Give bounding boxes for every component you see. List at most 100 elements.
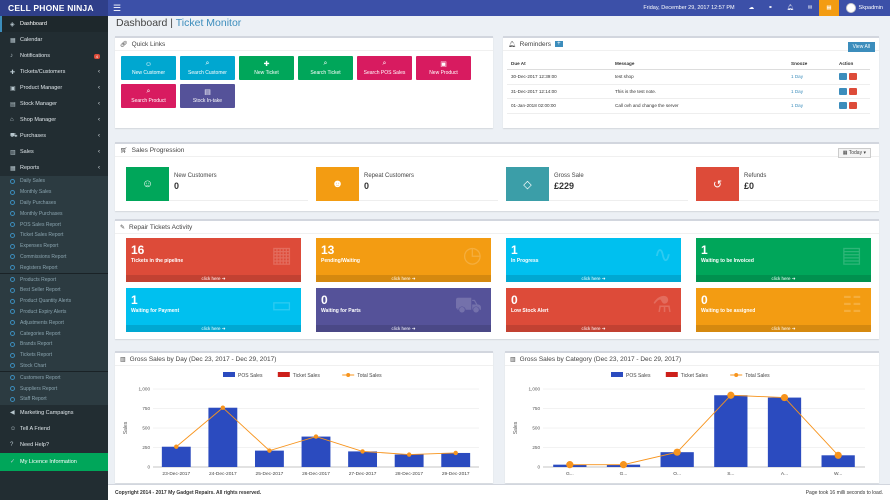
calendar-icon: ▦ xyxy=(10,37,16,44)
click-here-link[interactable]: click here ➜ xyxy=(316,275,491,282)
quick-link-new-product[interactable]: ▣ New Product xyxy=(416,56,471,80)
quick-link-new-customer[interactable]: ☺ New Customer xyxy=(121,56,176,80)
report-link-product-quantity-alerts[interactable]: Product Quantity Alerts xyxy=(0,295,108,307)
chat-icon[interactable]: ✉ xyxy=(807,5,813,11)
report-link-categories-report[interactable]: Categories Report xyxy=(0,328,108,339)
edit-icon[interactable] xyxy=(839,102,847,110)
ticket-tile-low-stock-alert[interactable]: 0 Low Stock Alert ⚗ click here ➜ xyxy=(506,288,681,332)
edit-icon[interactable] xyxy=(839,87,847,95)
quick-link-search-customer[interactable]: ⌕ Search Customer xyxy=(180,56,235,80)
bar-pos-sales xyxy=(348,451,378,467)
snooze-link[interactable]: 1 Day xyxy=(791,103,804,109)
footer: Copyright 2014 - 2017 My Gadget Repairs.… xyxy=(108,484,890,500)
report-link-customers-report[interactable]: Customers Report xyxy=(0,372,108,384)
sidebar-item-label: Dashboard xyxy=(20,21,47,27)
report-link-label: Categories Report xyxy=(20,330,61,337)
sidebar-item-purchases[interactable]: ⛟ Purchases ‹ xyxy=(0,128,108,144)
delete-icon[interactable] xyxy=(849,102,857,110)
sidebar-item-sales[interactable]: ▥ Sales ‹ xyxy=(0,144,108,160)
menu-toggle-icon[interactable]: ☰ xyxy=(112,2,122,13)
snooze-link[interactable]: 1 Day xyxy=(791,74,804,80)
delete-icon[interactable] xyxy=(849,87,857,95)
date-range-dropdown[interactable]: ▦ Today ▾ xyxy=(837,148,871,158)
user-menu[interactable]: Skpadmin xyxy=(839,0,890,16)
click-here-link[interactable]: click here ➜ xyxy=(506,325,681,332)
quick-link-search-product[interactable]: ⌕ Search Product xyxy=(121,84,176,108)
report-link-ticket-sales-report[interactable]: Ticket Sales Report xyxy=(0,229,108,241)
sidebar-item-notifications[interactable]: ♪ Notifications 4 xyxy=(0,48,108,64)
report-link-registers-report[interactable]: Registers Report xyxy=(0,262,108,274)
sidebar-item-label: Sales xyxy=(20,149,34,155)
arrow-circle-right-icon: ➜ xyxy=(410,276,416,281)
ticket-tile-waiting-to-be-invoiced[interactable]: 1 Waiting to be Invoiced ▤ click here ➜ xyxy=(696,238,871,282)
click-here-link[interactable]: click here ➜ xyxy=(696,325,871,332)
brand-logo[interactable]: CELL PHONE NINJA xyxy=(0,0,108,16)
report-link-daily-sales[interactable]: Daily Sales xyxy=(0,176,108,187)
report-link-expenses-report[interactable]: Expenses Report xyxy=(0,240,108,252)
sales-tile-new-customers: ☺ New Customers 0 xyxy=(126,167,308,201)
load-time-text: Page took 16 milli seconds to load. xyxy=(805,489,883,496)
click-here-link[interactable]: click here ➜ xyxy=(126,325,301,332)
report-link-monthly-sales[interactable]: Monthly Sales xyxy=(0,186,108,198)
report-link-staff-report[interactable]: Staff Report xyxy=(0,393,108,405)
ticket-tile-waiting-for-parts[interactable]: 0 Waiting for Parts ⛟ click here ➜ xyxy=(316,288,491,332)
edit-icon[interactable] xyxy=(839,73,847,81)
report-link-commissions-report[interactable]: Commissions Report xyxy=(0,251,108,263)
table-row: 31-Dec-2017 12:14:00 This is the test not… xyxy=(507,84,870,99)
quick-link-search-pos-sales[interactable]: ⌕ Search POS Sales xyxy=(357,56,412,80)
delete-icon[interactable] xyxy=(849,73,857,81)
sidebar-item-my-licence-information[interactable]: ✓ My Licence Information xyxy=(0,452,108,471)
report-link-tickets-report[interactable]: Tickets Report xyxy=(0,349,108,361)
sidebar-item-need-help-[interactable]: ? Need Help? xyxy=(0,437,108,453)
grid-icon[interactable]: ▦ xyxy=(819,0,839,16)
click-here-link[interactable]: click here ➜ xyxy=(506,275,681,282)
sidebar-item-dashboard[interactable]: ◈ Dashboard xyxy=(0,16,108,32)
sidebar-item-tell-a-friend[interactable]: ☺ Tell A Friend xyxy=(0,421,108,437)
ticket-tile-waiting-to-be-assigned[interactable]: 0 Waiting to be assigned ☷ click here ➜ xyxy=(696,288,871,332)
report-link-stock-chart[interactable]: Stock Chart xyxy=(0,360,108,372)
column-header: Due At xyxy=(507,58,611,70)
quick-link-new-ticket[interactable]: ✚ New Ticket xyxy=(239,56,294,80)
action-cell xyxy=(835,98,870,114)
ticket-count: 1 xyxy=(511,243,518,257)
report-link-label: Commissions Report xyxy=(20,253,67,260)
report-link-suppliers-report[interactable]: Suppliers Report xyxy=(0,383,108,394)
sidebar-item-stock-manager[interactable]: ▤ Stock Manager ‹ xyxy=(0,96,108,112)
snooze-link[interactable]: 1 Day xyxy=(791,88,804,94)
quick-link-stock-in-take[interactable]: ▤ Stock In-take xyxy=(180,84,235,108)
quick-link-search-ticket[interactable]: ⌕ Search Ticket xyxy=(298,56,353,80)
circle-icon xyxy=(10,243,15,249)
cart-icon: 🛒︎ xyxy=(120,147,128,154)
ticket-tile-tickets-in-the-pipeline[interactable]: 16 Tickets in the pipeline ▦ click here ➜ xyxy=(126,238,301,282)
click-here-link[interactable]: click here ➜ xyxy=(126,275,301,282)
x-tick-label: 23-Dec-2017 xyxy=(162,471,190,477)
sidebar-item-shop-manager[interactable]: ⌂ Shop Manager ‹ xyxy=(0,112,108,128)
report-link-daily-purchases[interactable]: Daily Purchases xyxy=(0,197,108,209)
cloud-icon[interactable]: ☁ xyxy=(748,5,755,11)
add-reminder-button[interactable]: + xyxy=(555,41,563,47)
report-link-product-expiry-alerts[interactable]: Product Expiry Alerts xyxy=(0,306,108,318)
ticket-tile-pending-waiting[interactable]: 13 Pending/Waiting ◷ click here ➜ xyxy=(316,238,491,282)
report-link-products-report[interactable]: Products Report xyxy=(0,274,108,285)
report-link-pos-sales-report[interactable]: POS Sales Report xyxy=(0,219,108,230)
ticket-tile-waiting-for-payment[interactable]: 1 Waiting for Payment ▭ click here ➜ xyxy=(126,288,301,332)
sidebar-item-reports[interactable]: ▦ Reports ‹ xyxy=(0,160,108,176)
report-link-adjustments-report[interactable]: Adjustments Report xyxy=(0,317,108,329)
report-link-best-seller-report[interactable]: Best Seller Report xyxy=(0,284,108,296)
click-here-link[interactable]: click here ➜ xyxy=(696,275,871,282)
quick-link-label: Stock In-take xyxy=(192,98,223,104)
repair-tickets-title: Repair Tickets Activity xyxy=(129,223,193,231)
total-sales-point xyxy=(566,461,574,469)
sidebar-item-marketing-campaigns[interactable]: ◀ Marketing Campaigns xyxy=(0,405,108,421)
link-icon[interactable]: ⚭ xyxy=(768,5,773,11)
ticket-tile-in-progress[interactable]: 1 In Progress ∿ click here ➜ xyxy=(506,238,681,282)
report-link-monthly-purchases[interactable]: Monthly Purchases xyxy=(0,208,108,220)
view-all-button[interactable]: View All xyxy=(847,42,875,52)
sidebar-item-product-manager[interactable]: ▣ Product Manager ‹ xyxy=(0,80,108,96)
sidebar-item-calendar[interactable]: ▦ Calendar xyxy=(0,32,108,48)
sidebar-item-tickets-customers[interactable]: ✚ Tickets/Customers ‹ xyxy=(0,64,108,80)
report-link-label: Suppliers Report xyxy=(20,385,58,392)
report-link-brands-report[interactable]: Brands Report xyxy=(0,338,108,350)
bell-icon[interactable]: 🔔︎ xyxy=(786,5,794,11)
click-here-link[interactable]: click here ➜ xyxy=(316,325,491,332)
